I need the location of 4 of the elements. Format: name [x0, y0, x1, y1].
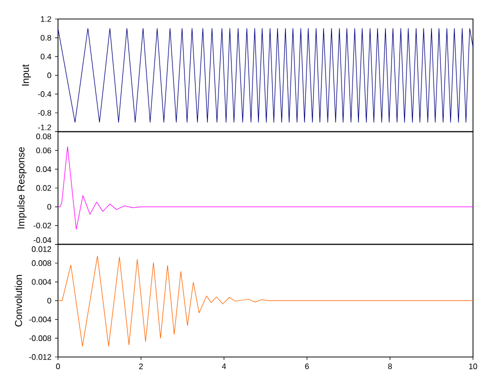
line-series: [58, 256, 474, 347]
y-axis-title: Convolution: [14, 275, 22, 326]
y-axis-title: Input: [22, 64, 31, 86]
y-axis-title: Impulse Response: [17, 147, 26, 228]
